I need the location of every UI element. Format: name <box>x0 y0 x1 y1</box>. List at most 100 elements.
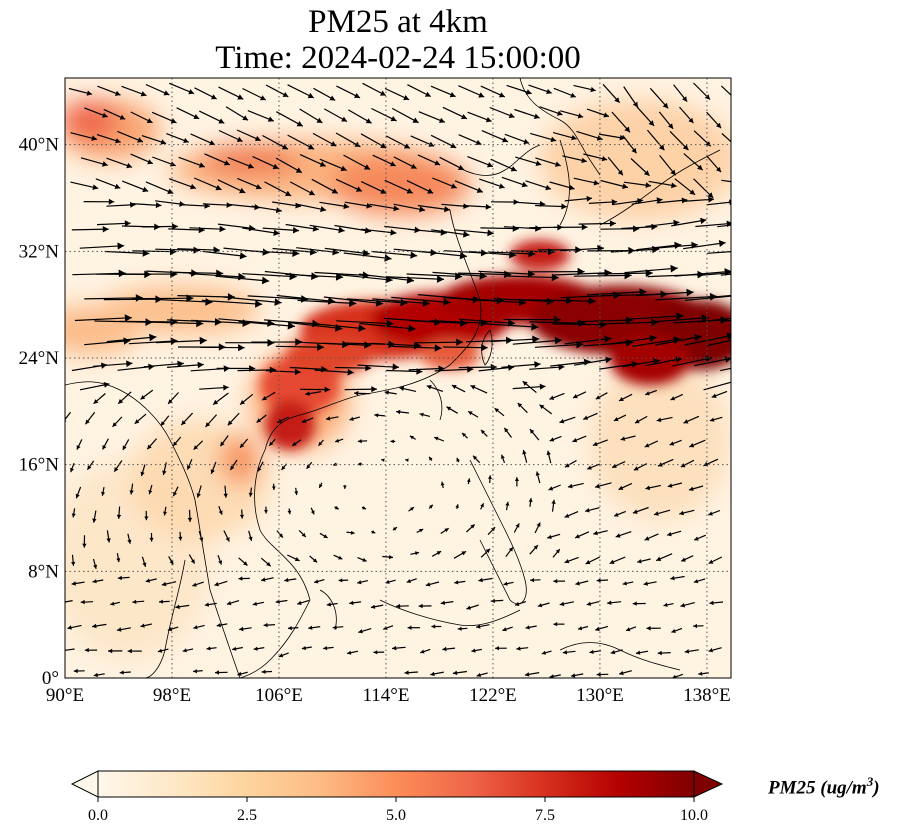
wind-vector-shaft <box>707 294 731 299</box>
wind-vector-head <box>683 419 689 424</box>
wind-vector-head <box>504 427 509 433</box>
wind-vector-head <box>551 273 559 282</box>
wind-vector-head <box>71 561 76 566</box>
y-tick-label: 32°N <box>19 241 60 262</box>
wind-vector-head <box>649 334 657 343</box>
wind-vector-head <box>485 117 492 123</box>
wind-vector-shaft <box>503 226 542 230</box>
wind-vector-head <box>562 650 568 655</box>
wind-vector-shaft <box>223 296 282 304</box>
wind-vector-shaft <box>600 228 640 230</box>
wind-vector-shaft <box>650 316 710 323</box>
x-tick-label: 130°E <box>576 685 624 706</box>
wind-vector-head <box>362 249 370 257</box>
wind-vector-head <box>581 157 587 164</box>
wind-vector-head <box>108 648 113 654</box>
wind-vector-head <box>215 184 222 191</box>
wind-vector-head <box>269 366 276 374</box>
wind-vector-head <box>61 648 65 653</box>
wind-vector-head <box>734 144 740 149</box>
wind-vector-head <box>404 143 410 149</box>
wind-vector-head <box>323 534 328 538</box>
wind-vector-head <box>92 518 97 523</box>
wind-vector-shaft <box>408 228 448 234</box>
wind-vector-head <box>676 312 684 320</box>
wind-vector-head <box>597 244 604 252</box>
wind-vector-head <box>239 252 247 260</box>
wind-vector-head <box>307 92 314 99</box>
wind-vector-head <box>335 273 344 281</box>
wind-vector-head <box>256 418 262 423</box>
wind-vector-head <box>281 465 286 470</box>
wind-vector-head <box>248 536 253 541</box>
wind-vector-shaft <box>297 299 357 305</box>
x-tick-label: 90°E <box>46 685 84 706</box>
wind-vector-head <box>462 432 467 437</box>
wind-vector-head <box>326 602 331 607</box>
wind-vector-head <box>267 339 275 347</box>
wind-vector-head <box>645 182 651 188</box>
wind-vector-head <box>219 225 226 233</box>
colorbar-label: PM25 (ug/m3) <box>768 774 880 799</box>
wind-vector-head <box>709 417 715 422</box>
wind-vector-head <box>434 344 442 352</box>
x-tick-label: 122°E <box>469 685 517 706</box>
wind-vector-head <box>257 467 262 472</box>
wind-vector-head <box>648 120 655 126</box>
wind-vector-head <box>350 530 355 535</box>
x-tick-label: 106°E <box>255 685 303 706</box>
wind-vector-head <box>80 599 85 605</box>
wind-vector-shaft <box>386 369 423 373</box>
wind-vector-head <box>434 160 441 166</box>
x-tick-label: 114°E <box>362 685 409 706</box>
wind-vector-head <box>656 556 662 561</box>
wind-vector-head <box>340 165 347 172</box>
wind-vector-shaft <box>550 360 591 367</box>
wind-vector-head <box>624 126 630 133</box>
wind-vector-head <box>161 581 167 587</box>
wind-vector-shaft <box>695 222 731 228</box>
wind-vector-shaft <box>621 226 658 230</box>
wind-vector-head <box>708 196 714 203</box>
wind-vector-head <box>546 297 554 306</box>
wind-vector-head <box>443 298 451 306</box>
wind-vector-head <box>639 288 647 296</box>
wind-vector-head <box>726 332 731 340</box>
wind-vector-head <box>75 493 80 499</box>
wind-vector-head <box>654 511 659 516</box>
wind-vector-shaft <box>104 250 150 255</box>
x-tick-label: 98°E <box>153 685 191 706</box>
wind-vector-head <box>618 485 624 490</box>
wind-vector-head <box>530 578 535 583</box>
wind-vector-shaft <box>155 248 201 251</box>
wind-vector-head <box>132 599 137 604</box>
wind-vector-head <box>301 646 306 651</box>
wind-vector-head <box>140 395 146 400</box>
wind-vector-head <box>553 579 558 584</box>
wind-vector-head <box>267 116 274 122</box>
wind-vector-head <box>206 646 211 651</box>
wind-vector-head <box>425 582 431 587</box>
wind-vector-head <box>223 493 228 498</box>
wind-vector-shaft <box>334 224 372 232</box>
wind-vector-shaft <box>168 228 205 231</box>
wind-vector-head <box>693 579 699 584</box>
wind-vector-head <box>317 343 324 351</box>
wind-vector-head <box>400 298 408 307</box>
wind-vector-head <box>680 603 686 608</box>
wind-vector-head <box>524 672 530 677</box>
wind-vector-head <box>459 252 467 260</box>
wind-vector-head <box>192 582 197 587</box>
wind-vector-shaft <box>707 339 731 347</box>
wind-vector-head <box>739 292 746 300</box>
wind-vector-head <box>239 514 244 519</box>
wind-vector-head <box>418 603 423 609</box>
wind-vector-head <box>157 648 163 653</box>
wind-vector-head <box>505 501 510 506</box>
wind-vector-head <box>307 144 315 150</box>
wind-vector-head <box>292 227 299 234</box>
wind-vector-head <box>73 668 78 674</box>
wind-vector-head <box>667 531 672 537</box>
wind-vector-head <box>102 226 109 233</box>
wind-vector-shaft <box>324 247 370 255</box>
